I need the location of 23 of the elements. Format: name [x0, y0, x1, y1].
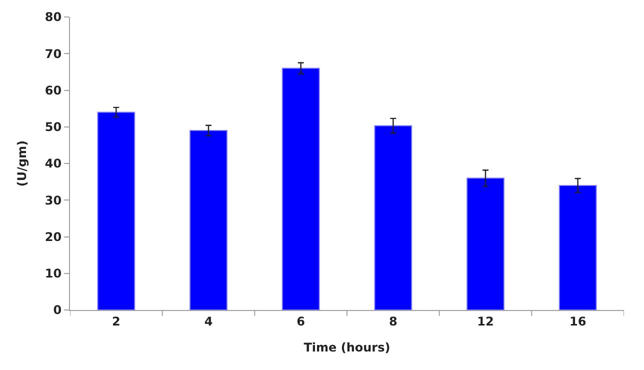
y-tick-label: 40 [44, 156, 62, 171]
bar [374, 125, 412, 310]
y-tick-label: 0 [53, 303, 62, 318]
y-tick-label: 50 [44, 120, 62, 134]
y-tick-label: 70 [44, 46, 62, 61]
x-tick-label: 6 [296, 314, 306, 328]
x-tick-label: 16 [569, 314, 586, 328]
x-tick-label: 12 [477, 314, 494, 328]
y-tick-label: 30 [44, 193, 62, 208]
x-tick-label: 4 [204, 314, 213, 328]
y-tick-label: 60 [44, 83, 62, 98]
bar [282, 68, 320, 310]
bar [190, 130, 228, 310]
bar [97, 112, 136, 310]
y-axis-title: (U/gm) [15, 140, 30, 187]
bar [558, 184, 597, 310]
bar [466, 178, 504, 310]
x-tick-label: 8 [388, 314, 398, 328]
x-tick-label: 2 [112, 314, 120, 328]
x-axis-title: Time (hours) [304, 340, 390, 354]
y-tick-label: 80 [44, 10, 62, 24]
y-tick-label: 10 [44, 266, 62, 281]
y-tick-label: 20 [44, 230, 62, 244]
